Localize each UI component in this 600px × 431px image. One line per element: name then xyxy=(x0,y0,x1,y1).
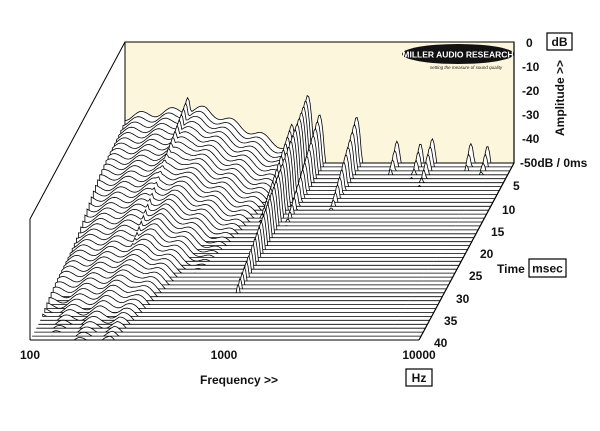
time-tick-5: 5 xyxy=(513,179,520,193)
waterfall-slice-40 xyxy=(40,310,397,321)
amp-tick-50: -50dB / 0ms xyxy=(520,156,588,170)
time-tick-20: 20 xyxy=(480,247,494,261)
freq-tick-100: 100 xyxy=(20,348,40,362)
waterfall-slice-37 xyxy=(46,295,405,309)
brand-logo: MILLER AUDIO RESEARCH setting the measur… xyxy=(402,44,514,70)
waterfall-slice-44 xyxy=(32,330,387,337)
time-tick-30: 30 xyxy=(456,292,470,306)
amp-tick-40: -40 xyxy=(522,132,540,146)
time-unit-box xyxy=(528,258,567,278)
time-tick-labels: 5 10 15 20 25 30 35 40 xyxy=(434,179,520,350)
amplitude-tick-labels: 0 -10 -20 -30 -40 -50dB / 0ms xyxy=(520,36,588,170)
time-unit: msec xyxy=(532,262,563,276)
time-tick-10: 10 xyxy=(502,203,516,217)
waterfall-slice-39 xyxy=(42,305,400,317)
time-tick-25: 25 xyxy=(469,269,483,283)
amp-tick-0: 0 xyxy=(526,36,533,50)
amp-tick-20: -20 xyxy=(522,84,540,98)
amplitude-label: Amplitude >> xyxy=(553,60,567,136)
time-tick-40: 40 xyxy=(434,336,448,350)
amp-tick-10: -10 xyxy=(522,60,540,74)
amp-tick-30: -30 xyxy=(522,108,540,122)
amplitude-unit: dB xyxy=(552,35,568,49)
waterfall-slice-42 xyxy=(36,321,392,329)
time-label: Time xyxy=(497,262,525,276)
waterfall-slice-38 xyxy=(44,300,402,313)
waterfall-slice-43 xyxy=(34,325,390,333)
frequency-unit-box xyxy=(405,368,433,387)
frequency-label: Frequency >> xyxy=(200,373,278,387)
side-wall xyxy=(29,41,126,340)
brand-name: MILLER AUDIO RESEARCH xyxy=(402,50,513,60)
frequency-unit: Hz xyxy=(412,371,427,385)
waterfall-slice-41 xyxy=(38,315,395,325)
time-tick-35: 35 xyxy=(444,314,458,328)
time-tick-15: 15 xyxy=(491,225,505,239)
waterfall-slice-45 xyxy=(30,335,385,341)
amplitude-unit-box xyxy=(546,32,573,51)
waterfall-slices xyxy=(30,94,514,341)
brand-tagline: setting the measure of sound quality xyxy=(430,65,503,70)
freq-tick-10000: 10000 xyxy=(402,348,436,362)
freq-tick-1000: 1000 xyxy=(211,348,238,362)
time-axis-line xyxy=(418,162,515,341)
